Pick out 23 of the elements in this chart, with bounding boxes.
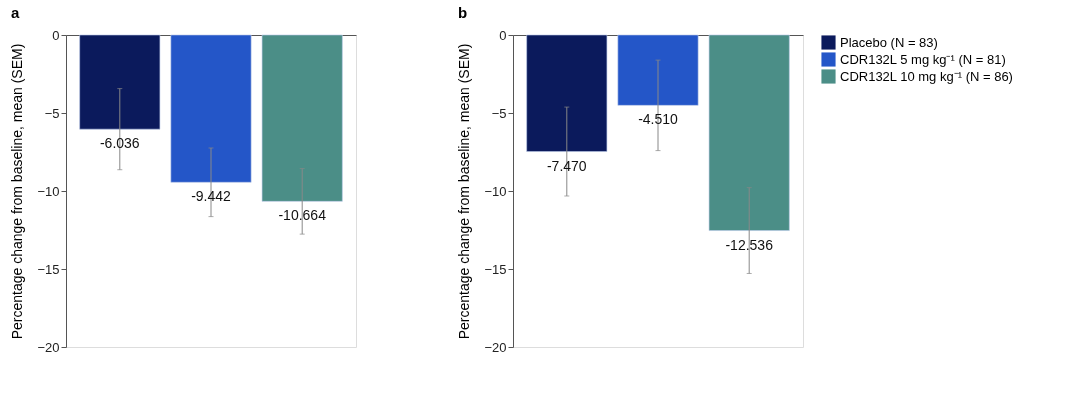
- y-tick-label: 0: [52, 27, 60, 43]
- data-label: -6.036: [99, 135, 140, 152]
- y-tick-label: 0: [499, 27, 507, 43]
- y-axis-title: Percentage change from baseline, mean (SEM): [9, 43, 26, 340]
- y-tick-label: −5: [491, 105, 507, 121]
- data-label: -7.470: [546, 157, 587, 174]
- y-axis-title: Percentage change from baseline, mean (SEM): [456, 43, 473, 340]
- chart-title: a: [10, 4, 20, 21]
- y-tick-label: −5: [44, 105, 60, 121]
- y-tick-label: −20: [37, 339, 60, 355]
- y-tick-label: −15: [37, 261, 60, 277]
- chart-title: b: [457, 4, 468, 21]
- legend-label: Placebo (N = 83): [840, 34, 938, 50]
- y-tick-label: −10: [484, 183, 507, 199]
- data-label: -10.664: [278, 207, 327, 224]
- y-tick-label: −10: [37, 183, 60, 199]
- data-label: -9.442: [191, 188, 232, 205]
- legend-label: CDR132L 5 mg kg⁻¹ (N = 81): [840, 51, 1006, 67]
- y-tick-label: −15: [484, 261, 507, 277]
- data-label: -12.536: [725, 236, 774, 253]
- y-tick-label: −20: [484, 339, 507, 355]
- legend-label: CDR132L 10 mg kg⁻¹ (N = 86): [840, 68, 1013, 84]
- data-label: -4.510: [638, 111, 679, 128]
